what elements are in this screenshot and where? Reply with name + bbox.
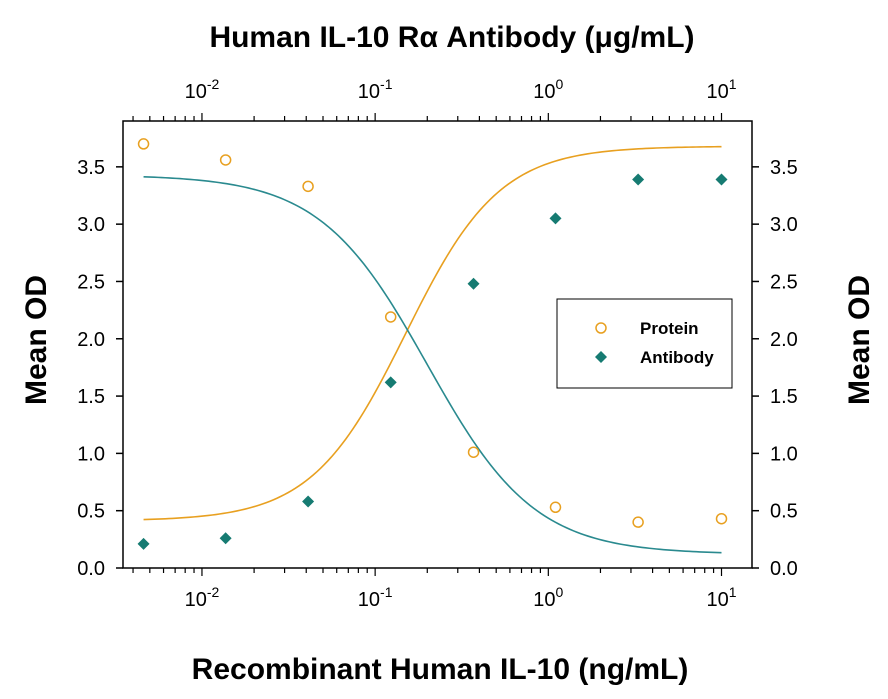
y-tick-label-left: 3.0 <box>77 214 105 236</box>
legend-antibody-marker <box>595 351 607 363</box>
point-antibody <box>302 495 315 508</box>
y-tick-label-left: 0.0 <box>77 558 105 580</box>
point-antibody <box>384 376 397 389</box>
y-tick-label-right: 0.5 <box>770 501 798 523</box>
plot-frame <box>122 120 753 569</box>
point-protein <box>219 154 232 166</box>
point-protein <box>384 311 397 323</box>
x-tick-label-top: 10-1 <box>358 76 393 103</box>
point-antibody <box>632 173 645 186</box>
x-axis-title: Recombinant Human IL-10 (ng/mL) <box>192 653 689 686</box>
point-antibody <box>715 173 728 186</box>
fit-curve-antibody <box>143 175 722 554</box>
legend-antibody-label: Antibody <box>640 348 714 367</box>
x-tick-label-bottom: 100 <box>533 584 563 611</box>
y-tick-label-right: 3.5 <box>770 157 798 179</box>
point-protein <box>302 180 314 193</box>
fit-curve-protein <box>143 145 722 521</box>
point-antibody <box>137 537 150 550</box>
x-tick-label-bottom: 10-1 <box>358 584 393 611</box>
point-protein <box>137 138 150 150</box>
y-tick-label-left: 2.0 <box>77 329 105 351</box>
legend: Protein Antibody <box>556 298 733 389</box>
x-tick-label-top: 101 <box>706 76 736 103</box>
legend-protein-marker <box>595 322 607 334</box>
x-tick-label-top: 100 <box>533 76 563 103</box>
x-tick-label-top: 10-2 <box>185 76 220 103</box>
point-antibody <box>549 212 562 225</box>
y-tick-label-right: 3.0 <box>770 214 798 236</box>
y-tick-label-left: 2.5 <box>77 271 105 293</box>
legend-protein-label: Protein <box>640 319 699 338</box>
legend-box <box>556 298 733 389</box>
point-antibody <box>219 532 232 545</box>
y-tick-label-left: 1.5 <box>77 386 105 408</box>
y-tick-label-right: 2.0 <box>770 329 798 351</box>
point-antibody <box>467 277 480 290</box>
fit-curves <box>143 145 722 554</box>
y-axis-title-left: Mean OD <box>20 275 53 405</box>
top-axis-title: Human IL-10 Rα Antibody (μg/mL) <box>209 21 694 54</box>
x-tick-label-bottom: 10-2 <box>185 584 220 611</box>
y-tick-label-right: 2.5 <box>770 271 798 293</box>
data-points <box>137 138 728 550</box>
point-protein <box>715 512 728 525</box>
y-tick-label-right: 1.0 <box>770 443 798 465</box>
y-axis-title-right: Mean OD <box>843 275 876 405</box>
y-tick-label-right: 1.5 <box>770 386 798 408</box>
point-protein <box>467 446 480 458</box>
y-tick-label-right: 0.0 <box>770 558 798 580</box>
ticks-layer: 0.0 0.0 0.5 0.5 1.0 1.0 1.5 1.5 2.0 2.0 2.5 2.5 3.0 3… <box>77 76 798 611</box>
y-tick-label-left: 1.0 <box>77 443 105 465</box>
point-protein <box>632 516 644 528</box>
y-tick-label-left: 3.5 <box>77 157 105 179</box>
y-tick-label-left: 0.5 <box>77 501 105 523</box>
point-protein <box>549 501 562 514</box>
x-tick-label-bottom: 101 <box>706 584 736 611</box>
